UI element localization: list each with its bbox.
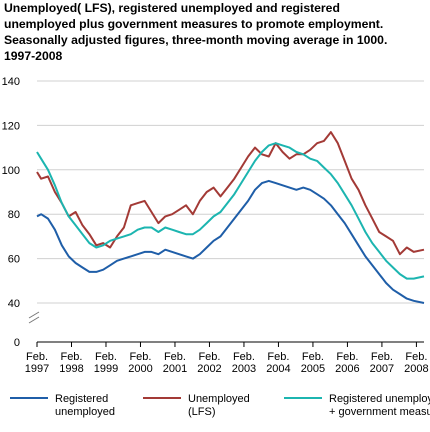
y-tick-label: 40 <box>8 298 20 310</box>
x-tick-label: 2006 <box>335 363 359 375</box>
x-tick-label: Feb. <box>267 351 289 363</box>
x-tick-label: Feb. <box>302 351 324 363</box>
y-tick-label: 60 <box>8 254 20 266</box>
x-tick-label: Feb. <box>336 351 358 363</box>
legend-label-3: + government measures <box>329 406 430 418</box>
x-tick-label: Feb. <box>60 351 82 363</box>
x-tick-label: 2003 <box>232 363 256 375</box>
chart-title: Unemployed( LFS), registered unemployed … <box>4 0 428 64</box>
legend-label-3: Registered unemployed <box>329 393 430 405</box>
legend-label-2: (LFS) <box>188 406 216 418</box>
x-tick-label: 2004 <box>266 363 290 375</box>
legend-label-2: Unemployed <box>188 393 250 405</box>
x-tick-label: Feb. <box>198 351 220 363</box>
x-tick-label: Feb. <box>129 351 151 363</box>
y-tick-label: 0 <box>14 337 20 349</box>
x-tick-label: 1999 <box>94 363 118 375</box>
y-tick-label: 140 <box>2 76 20 88</box>
x-tick-label: 1997 <box>25 363 49 375</box>
y-tick-label: 80 <box>8 209 20 221</box>
series-line-1 <box>36 179 425 304</box>
x-tick-label: 2008 <box>404 363 428 375</box>
y-tick-label: 100 <box>2 165 20 177</box>
axis-break-mark <box>28 311 40 319</box>
x-tick-label: 2000 <box>128 363 152 375</box>
x-tick-label: 2005 <box>301 363 325 375</box>
title-line-3: Seasonally adjusted figures, three-month… <box>4 33 388 47</box>
x-tick-label: 2002 <box>197 363 221 375</box>
x-tick-label: 2001 <box>163 363 187 375</box>
y-tick-label: 120 <box>2 120 20 132</box>
x-tick-label: 1998 <box>59 363 83 375</box>
x-tick-label: Feb. <box>95 351 117 363</box>
title-line-1: Unemployed( LFS), registered unemployed … <box>4 1 340 15</box>
legend-label-1: unemployed <box>55 406 115 418</box>
title-line-2: unemployed plus government measures to p… <box>4 17 384 31</box>
x-tick-label: Feb. <box>26 351 48 363</box>
series-line-3 <box>36 142 425 280</box>
legend-label-1: Registered <box>55 393 108 405</box>
x-tick-label: Feb. <box>164 351 186 363</box>
x-tick-label: Feb. <box>405 351 427 363</box>
x-tick-label: Feb. <box>233 351 255 363</box>
axis-break-mark <box>28 316 40 324</box>
x-tick-label: 2007 <box>370 363 394 375</box>
x-tick-label: Feb. <box>371 351 393 363</box>
title-line-4: 1997-2008 <box>4 49 63 63</box>
series-line-2 <box>36 131 425 256</box>
